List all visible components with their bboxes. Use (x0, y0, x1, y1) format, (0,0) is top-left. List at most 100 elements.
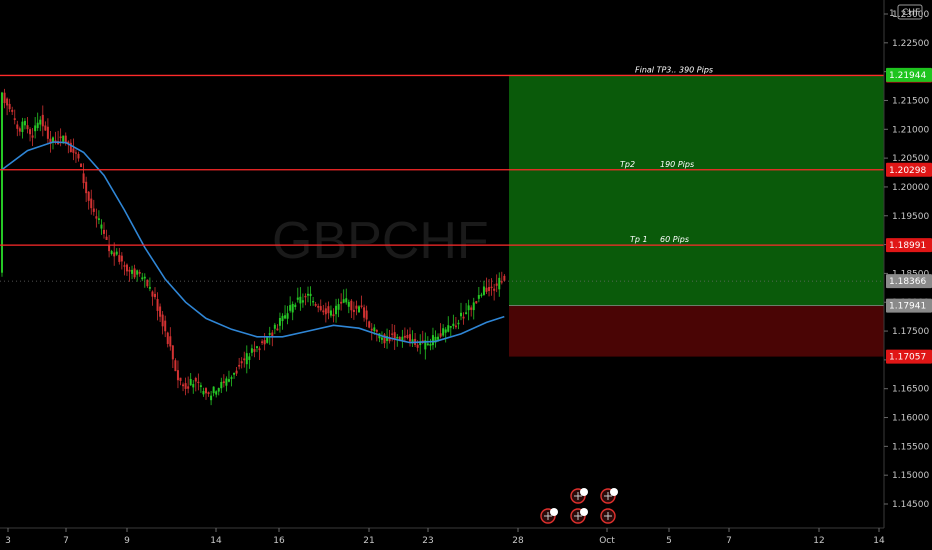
candle[interactable] (495, 274, 498, 293)
candle[interactable] (429, 338, 432, 351)
candle[interactable] (49, 130, 52, 153)
candle[interactable] (74, 149, 77, 163)
candle[interactable] (187, 376, 190, 394)
candle[interactable] (131, 265, 134, 280)
candle[interactable] (335, 298, 338, 323)
candle[interactable] (128, 266, 131, 282)
candle[interactable] (36, 112, 39, 131)
candle[interactable] (454, 317, 457, 330)
candle[interactable] (123, 261, 126, 276)
candle[interactable] (115, 248, 118, 256)
candle[interactable] (138, 269, 141, 277)
candle[interactable] (245, 345, 248, 374)
candle[interactable] (13, 109, 16, 125)
candle[interactable] (197, 373, 200, 391)
candle[interactable] (243, 351, 246, 368)
candle[interactable] (467, 299, 470, 321)
candle[interactable] (3, 88, 6, 109)
candle[interactable] (324, 302, 327, 323)
candle[interactable] (291, 301, 294, 321)
candle[interactable] (87, 191, 90, 210)
candle[interactable] (289, 296, 292, 313)
position-zones[interactable] (509, 74, 884, 357)
candle[interactable] (388, 329, 391, 344)
candle[interactable] (375, 329, 378, 342)
event-marker[interactable]: 6 (600, 488, 618, 504)
candle[interactable] (268, 326, 271, 345)
candle[interactable] (16, 120, 19, 137)
candle[interactable] (21, 117, 24, 139)
candle[interactable] (41, 105, 44, 137)
candle[interactable] (207, 391, 210, 397)
candle[interactable] (365, 305, 368, 327)
candle[interactable] (309, 286, 312, 306)
candle[interactable] (8, 98, 11, 113)
candle[interactable] (393, 324, 396, 350)
candle[interactable] (419, 334, 422, 355)
candle[interactable] (439, 323, 442, 339)
candle[interactable] (166, 331, 169, 348)
candle[interactable] (263, 333, 266, 351)
candle[interactable] (327, 301, 330, 320)
candle[interactable] (235, 367, 238, 376)
candle[interactable] (164, 315, 167, 338)
candle[interactable] (240, 357, 243, 369)
candle[interactable] (95, 208, 98, 228)
candle[interactable] (225, 376, 228, 392)
candle[interactable] (449, 325, 452, 337)
candle[interactable] (110, 249, 113, 256)
candle[interactable] (174, 358, 177, 372)
candle[interactable] (59, 128, 62, 147)
candle[interactable] (182, 382, 185, 392)
candle[interactable] (294, 302, 297, 310)
candle[interactable] (146, 279, 149, 288)
candle[interactable] (31, 128, 34, 147)
candle[interactable] (319, 299, 322, 312)
candle[interactable] (281, 313, 284, 330)
candle[interactable] (215, 390, 218, 398)
candle[interactable] (271, 329, 274, 347)
candle[interactable] (108, 234, 111, 258)
candle[interactable] (105, 229, 108, 241)
candle[interactable] (286, 305, 289, 325)
candle[interactable] (299, 287, 302, 311)
candle[interactable] (90, 189, 93, 215)
candle[interactable] (125, 263, 128, 276)
candle[interactable] (217, 387, 220, 396)
candle[interactable] (488, 279, 491, 297)
candle[interactable] (347, 299, 350, 314)
candle[interactable] (194, 376, 197, 392)
candle[interactable] (363, 304, 366, 322)
candle[interactable] (284, 305, 287, 320)
candle[interactable] (403, 327, 406, 343)
candle[interactable] (301, 293, 304, 308)
candle[interactable] (143, 273, 146, 288)
candle[interactable] (340, 293, 343, 311)
candle[interactable] (434, 330, 437, 348)
horizontal-levels[interactable]: Final TP3.. 390 Pips Tp2 190 Pips Tp 1 60 Pi… (0, 65, 884, 282)
candle[interactable] (322, 304, 325, 316)
candle[interactable] (46, 118, 49, 145)
candle[interactable] (317, 303, 320, 313)
candle[interactable] (480, 292, 483, 298)
candle[interactable] (386, 328, 389, 349)
candle[interactable] (118, 247, 121, 265)
candle[interactable] (34, 117, 37, 139)
candle[interactable] (352, 301, 355, 320)
candle[interactable] (133, 264, 136, 280)
candle[interactable] (212, 386, 215, 397)
time-axis[interactable]: 3 7 9 14 16 21 23 28 Oct 5 7 12 14 (0, 527, 932, 550)
candle[interactable] (350, 299, 353, 319)
loss-zone[interactable] (509, 305, 884, 357)
candle[interactable] (227, 370, 230, 383)
candle[interactable] (256, 345, 258, 353)
profit-zone[interactable] (509, 74, 884, 306)
candle[interactable] (141, 272, 144, 282)
candle[interactable] (276, 324, 279, 331)
candle[interactable] (44, 121, 47, 131)
candle[interactable] (307, 286, 309, 303)
candle[interactable] (154, 287, 156, 300)
candle[interactable] (169, 327, 172, 351)
candle[interactable] (329, 305, 332, 318)
